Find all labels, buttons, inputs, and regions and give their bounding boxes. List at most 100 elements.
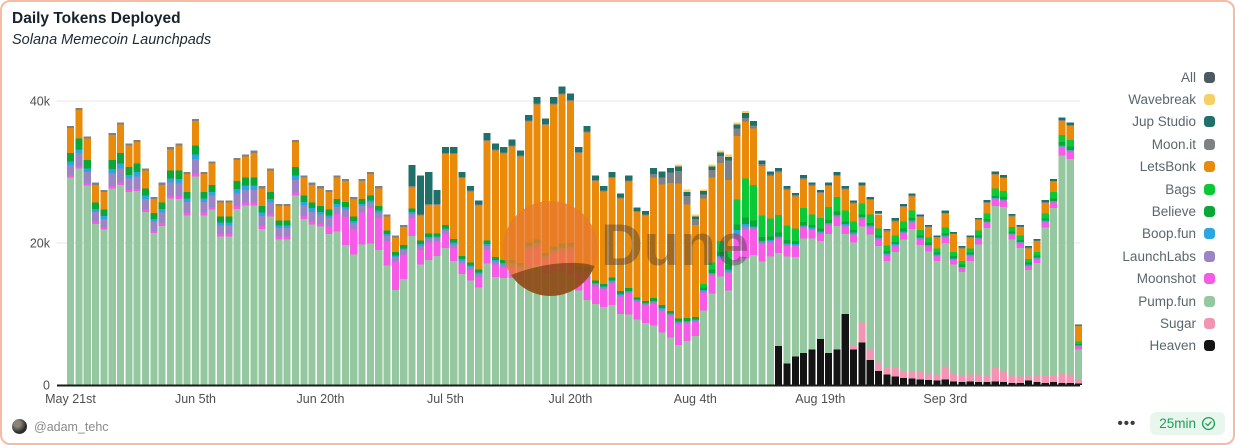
legend-item-moonshot[interactable]: Moonshot bbox=[1122, 268, 1215, 290]
more-options-button[interactable]: ••• bbox=[1117, 415, 1137, 432]
bar-segment[interactable] bbox=[300, 175, 308, 178]
bar-segment[interactable] bbox=[425, 260, 433, 385]
bar-segment[interactable] bbox=[891, 241, 899, 245]
bar-segment[interactable] bbox=[1016, 242, 1024, 244]
bar-segment[interactable] bbox=[158, 202, 166, 209]
bar-segment[interactable] bbox=[258, 228, 266, 385]
bar-segment[interactable] bbox=[125, 191, 133, 385]
bar-segment[interactable] bbox=[275, 239, 283, 385]
bar-segment[interactable] bbox=[866, 214, 874, 223]
bar-segment[interactable] bbox=[741, 223, 749, 227]
bar-segment[interactable] bbox=[416, 245, 424, 251]
bar-segment[interactable] bbox=[200, 201, 208, 213]
bar-segment[interactable] bbox=[341, 216, 350, 246]
bar-segment[interactable] bbox=[975, 235, 983, 238]
bar-segment[interactable] bbox=[950, 381, 958, 385]
bar-segment[interactable] bbox=[375, 250, 383, 385]
bar-segment[interactable] bbox=[291, 192, 300, 196]
bar-segment[interactable] bbox=[833, 172, 841, 175]
bar-segment[interactable] bbox=[533, 103, 541, 105]
bar-segment[interactable] bbox=[825, 184, 833, 186]
bar-segment[interactable] bbox=[266, 202, 275, 214]
bar-segment[interactable] bbox=[975, 239, 983, 245]
bars-group[interactable] bbox=[67, 86, 1083, 385]
bar-segment[interactable] bbox=[458, 256, 466, 259]
bar-segment[interactable] bbox=[158, 182, 166, 185]
bar-segment[interactable] bbox=[908, 372, 916, 379]
bar-segment[interactable] bbox=[1058, 382, 1066, 385]
bar-segment[interactable] bbox=[541, 273, 549, 385]
bar-segment[interactable] bbox=[858, 203, 866, 215]
bar-segment[interactable] bbox=[450, 247, 458, 261]
bar-segment[interactable] bbox=[491, 260, 499, 262]
bar-segment[interactable] bbox=[791, 196, 799, 229]
bar-segment[interactable] bbox=[358, 244, 366, 385]
bar-segment[interactable] bbox=[800, 238, 808, 354]
bar-segment[interactable] bbox=[1000, 177, 1008, 179]
bar-segment[interactable] bbox=[816, 192, 824, 218]
bar-segment[interactable] bbox=[741, 226, 749, 231]
bar-segment[interactable] bbox=[208, 191, 216, 196]
bar-segment[interactable] bbox=[116, 168, 125, 183]
legend-item-jup-studio[interactable]: Jup Studio bbox=[1122, 111, 1215, 133]
bar-segment[interactable] bbox=[1075, 326, 1083, 342]
bar-segment[interactable] bbox=[933, 248, 941, 253]
bar-segment[interactable] bbox=[525, 245, 533, 248]
bar-segment[interactable] bbox=[700, 194, 708, 199]
bar-segment[interactable] bbox=[600, 190, 608, 192]
bar-segment[interactable] bbox=[991, 195, 999, 198]
bar-segment[interactable] bbox=[216, 216, 225, 223]
bar-segment[interactable] bbox=[325, 209, 333, 216]
bar-segment[interactable] bbox=[266, 191, 275, 199]
bar-segment[interactable] bbox=[1050, 178, 1058, 181]
bar-segment[interactable] bbox=[1058, 145, 1066, 147]
bar-segment[interactable] bbox=[300, 216, 308, 219]
bar-segment[interactable] bbox=[358, 198, 366, 204]
bar-segment[interactable] bbox=[891, 221, 899, 236]
bar-segment[interactable] bbox=[950, 372, 958, 382]
bar-segment[interactable] bbox=[425, 205, 433, 234]
bar-segment[interactable] bbox=[283, 228, 291, 237]
bar-segment[interactable] bbox=[1025, 266, 1033, 270]
bar-segment[interactable] bbox=[433, 233, 441, 237]
bar-segment[interactable] bbox=[925, 226, 933, 228]
bar-segment[interactable] bbox=[683, 192, 691, 196]
bar-segment[interactable] bbox=[150, 198, 158, 214]
bar-segment[interactable] bbox=[416, 250, 424, 265]
bar-segment[interactable] bbox=[483, 263, 491, 385]
bar-segment[interactable] bbox=[200, 191, 208, 199]
bar-segment[interactable] bbox=[658, 177, 666, 185]
bar-segment[interactable] bbox=[91, 223, 100, 385]
bar-segment[interactable] bbox=[1075, 343, 1083, 346]
bar-segment[interactable] bbox=[975, 244, 983, 375]
bar-segment[interactable] bbox=[583, 299, 591, 385]
bar-segment[interactable] bbox=[308, 211, 316, 222]
bar-segment[interactable] bbox=[658, 311, 666, 333]
bar-segment[interactable] bbox=[516, 269, 524, 280]
bar-segment[interactable] bbox=[775, 214, 783, 233]
bar-segment[interactable] bbox=[800, 179, 808, 208]
bar-segment[interactable] bbox=[600, 287, 608, 290]
bar-segment[interactable] bbox=[725, 272, 733, 291]
bar-segment[interactable] bbox=[850, 242, 858, 346]
bar-segment[interactable] bbox=[1066, 125, 1074, 126]
bar-segment[interactable] bbox=[833, 225, 841, 350]
bar-segment[interactable] bbox=[1041, 382, 1049, 385]
bar-segment[interactable] bbox=[408, 186, 416, 188]
bar-segment[interactable] bbox=[925, 224, 933, 227]
bar-segment[interactable] bbox=[191, 173, 200, 177]
bar-segment[interactable] bbox=[283, 203, 291, 207]
bar-segment[interactable] bbox=[900, 239, 908, 371]
bar-segment[interactable] bbox=[175, 143, 183, 146]
bar-segment[interactable] bbox=[516, 262, 524, 266]
bar-segment[interactable] bbox=[950, 258, 958, 261]
bar-segment[interactable] bbox=[416, 264, 424, 385]
bar-segment[interactable] bbox=[1075, 325, 1083, 327]
bar-segment[interactable] bbox=[125, 189, 133, 192]
bar-segment[interactable] bbox=[958, 248, 966, 262]
bar-segment[interactable] bbox=[600, 283, 608, 287]
bar-segment[interactable] bbox=[591, 286, 599, 305]
bar-segment[interactable] bbox=[400, 250, 408, 255]
bar-segment[interactable] bbox=[575, 290, 583, 385]
bar-segment[interactable] bbox=[466, 267, 474, 270]
